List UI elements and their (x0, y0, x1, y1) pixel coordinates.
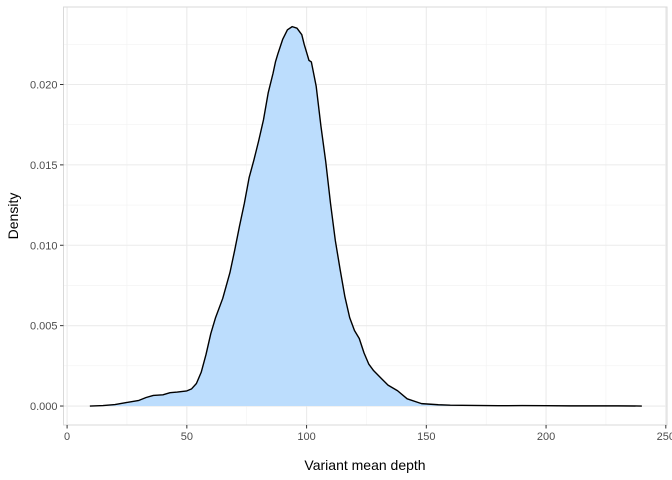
x-tick-label: 50 (181, 431, 193, 443)
density-area-fill (89, 26, 642, 407)
y-tick-label: 0.000 (30, 401, 58, 413)
x-tick-label: 0 (64, 431, 70, 443)
y-tick-label: 0.015 (30, 160, 58, 172)
y-tick-label: 0.020 (30, 79, 58, 91)
y-tick-label: 0.005 (30, 321, 58, 333)
major-gridlines (63, 7, 667, 425)
x-axis-title: Variant mean depth (304, 457, 425, 473)
density-curve (89, 25, 642, 407)
plot-border (63, 6, 668, 426)
x-tick-label: 100 (297, 431, 315, 443)
y-axis-ticks: 0.000 0.005 0.010 0.015 0.020 (30, 79, 64, 413)
x-tick-label: 150 (417, 431, 435, 443)
x-tick-label: 250 (657, 431, 672, 443)
x-tick-label: 200 (537, 431, 555, 443)
y-axis-title: Density (5, 193, 21, 240)
density-area-layer (89, 25, 642, 407)
y-tick-label: 0.010 (30, 240, 58, 252)
x-axis-ticks: 0 50 100 150 200 250 (64, 425, 672, 443)
